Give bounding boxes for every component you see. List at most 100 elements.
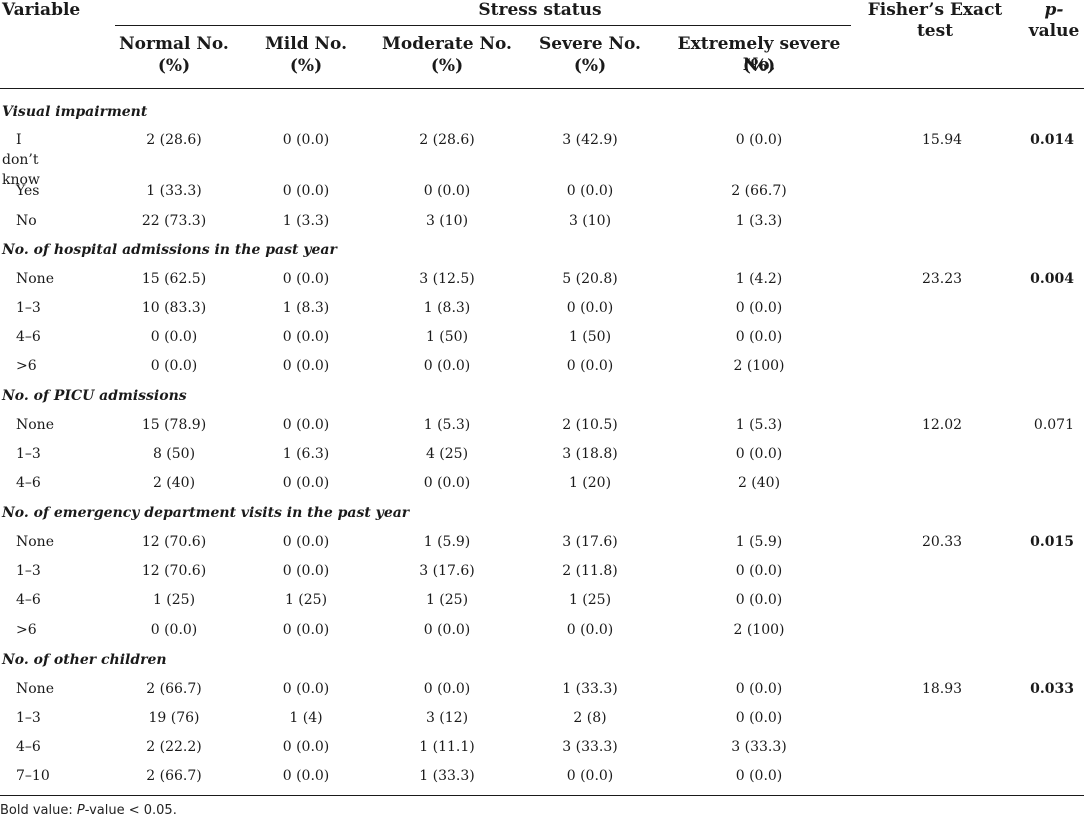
p-value: 0.015 xyxy=(1030,534,1074,550)
table-cell: 0 (0.0) xyxy=(282,183,330,199)
p-header-line1: p- xyxy=(1044,0,1064,20)
section-title: No. of PICU admissions xyxy=(2,388,187,404)
row-label: None xyxy=(16,534,54,550)
table-cell: 2 (28.6) xyxy=(419,132,475,148)
table-cell: 0 (0.0) xyxy=(282,534,330,550)
table-cell: 0 (0.0) xyxy=(566,300,614,316)
p-value: 0.033 xyxy=(1030,681,1074,697)
table-cell: 2 (28.6) xyxy=(146,132,202,148)
column-header-4-line1: Severe No. xyxy=(539,34,641,54)
table-cell: 0 (0.0) xyxy=(566,183,614,199)
table-cell: 12 (70.6) xyxy=(141,534,207,550)
table-cell: 2 (40) xyxy=(152,475,196,491)
row-label: None xyxy=(16,271,54,287)
column-header-2-line1: Mild No. xyxy=(264,34,348,54)
table-bottom-rule xyxy=(0,795,1084,796)
row-label: No xyxy=(16,213,37,229)
table-cell: 3 (33.3) xyxy=(731,739,787,755)
p-header-line2: value xyxy=(1028,21,1080,41)
table-cell: 3 (18.8) xyxy=(562,446,618,462)
table-cell: 0 (0.0) xyxy=(282,417,330,433)
table-cell: 2 (11.8) xyxy=(562,563,618,579)
row-label: 1–3 xyxy=(16,446,41,462)
fisher-exact-value: 23.23 xyxy=(921,271,963,287)
table-cell: 1 (5.9) xyxy=(423,534,471,550)
section-title: No. of emergency department visits in th… xyxy=(2,505,410,521)
column-header-5-line2: (%) xyxy=(742,56,776,76)
p-value: 0.004 xyxy=(1030,271,1074,287)
table-cell: 1 (25) xyxy=(425,592,469,608)
table-cell: 1 (3.3) xyxy=(282,213,330,229)
table-cell: 1 (8.3) xyxy=(282,300,330,316)
table-cell: 0 (0.0) xyxy=(423,622,471,638)
table-cell: 0 (0.0) xyxy=(735,329,783,345)
table-cell: 0 (0.0) xyxy=(735,446,783,462)
table-cell: 15 (78.9) xyxy=(141,417,207,433)
section-title: No. of hospital admissions in the past y… xyxy=(2,242,337,258)
table-cell: 0 (0.0) xyxy=(282,329,330,345)
table-cell: 1 (5.9) xyxy=(735,534,783,550)
column-header-5-line1: Extremely severe No. xyxy=(677,34,841,75)
table-cell: 1 (4.2) xyxy=(735,271,783,287)
section-title: No. of other children xyxy=(2,652,167,668)
footnote-prefix: Bold value: xyxy=(0,803,77,818)
table-cell: 22 (73.3) xyxy=(141,213,207,229)
row-label: 4–6 xyxy=(16,739,41,755)
table-cell: 0 (0.0) xyxy=(735,592,783,608)
table-cell: 2 (66.7) xyxy=(731,183,787,199)
table-cell: 0 (0.0) xyxy=(735,710,783,726)
p-value: 0.014 xyxy=(1030,132,1074,148)
table-cell: 1 (33.3) xyxy=(146,183,202,199)
table-cell: 0 (0.0) xyxy=(735,563,783,579)
table-cell: 0 (0.0) xyxy=(423,358,471,374)
table-cell: 1 (50) xyxy=(425,329,469,345)
table-cell: 0 (0.0) xyxy=(282,768,330,784)
fisher-header-line2: test xyxy=(916,21,954,41)
footnote-p-symbol: P xyxy=(76,803,85,818)
fisher-header-line1: Fisher’s Exact xyxy=(867,0,1003,20)
variable-column-header: Variable xyxy=(2,0,81,20)
table-cell: 1 (25) xyxy=(568,592,612,608)
fisher-exact-value: 15.94 xyxy=(921,132,963,148)
table-cell: 19 (76) xyxy=(148,710,200,726)
p-value: 0.071 xyxy=(1033,417,1074,433)
table-cell: 0 (0.0) xyxy=(735,681,783,697)
stress-status-header: Stress status xyxy=(478,0,602,20)
row-label: 4–6 xyxy=(16,475,41,491)
column-header-1-line1: Normal No. xyxy=(119,34,229,54)
column-header-3-line1: Moderate No. xyxy=(382,34,512,54)
table-cell: 15 (62.5) xyxy=(141,271,207,287)
column-header-4-line2: (%) xyxy=(573,56,607,76)
table-cell: 3 (10) xyxy=(568,213,612,229)
table-cell: 0 (0.0) xyxy=(566,358,614,374)
table-cell: 0 (0.0) xyxy=(150,622,198,638)
table-cell: 1 (6.3) xyxy=(282,446,330,462)
row-label: 1–3 xyxy=(16,563,41,579)
table-cell: 0 (0.0) xyxy=(282,622,330,638)
row-label: 4–6 xyxy=(16,592,41,608)
table-cell: 3 (33.3) xyxy=(562,739,618,755)
footnote: Bold value: P-value < 0.05. xyxy=(0,803,177,819)
table-cell: 1 (11.1) xyxy=(419,739,475,755)
table-cell: 1 (25) xyxy=(284,592,328,608)
footnote-suffix: -value < 0.05. xyxy=(84,803,177,818)
table-cell: 0 (0.0) xyxy=(423,681,471,697)
table-cell: 1 (5.3) xyxy=(735,417,783,433)
column-header-1-line2: (%) xyxy=(157,56,191,76)
table-cell: 1 (33.3) xyxy=(419,768,475,784)
table-cell: 5 (20.8) xyxy=(562,271,618,287)
table-cell: 0 (0.0) xyxy=(150,329,198,345)
row-label: None xyxy=(16,681,54,697)
table-cell: 2 (66.7) xyxy=(146,681,202,697)
table-cell: 3 (17.6) xyxy=(562,534,618,550)
row-label: >6 xyxy=(16,622,37,638)
table-cell: 1 (33.3) xyxy=(562,681,618,697)
table-cell: 0 (0.0) xyxy=(735,132,783,148)
table-cell: 0 (0.0) xyxy=(566,768,614,784)
table-cell: 2 (22.2) xyxy=(146,739,202,755)
table-cell: 0 (0.0) xyxy=(150,358,198,374)
table-cell: 2 (10.5) xyxy=(562,417,618,433)
table-cell: 1 (25) xyxy=(152,592,196,608)
row-label: Yes xyxy=(16,183,40,199)
table-cell: 2 (40) xyxy=(737,475,781,491)
